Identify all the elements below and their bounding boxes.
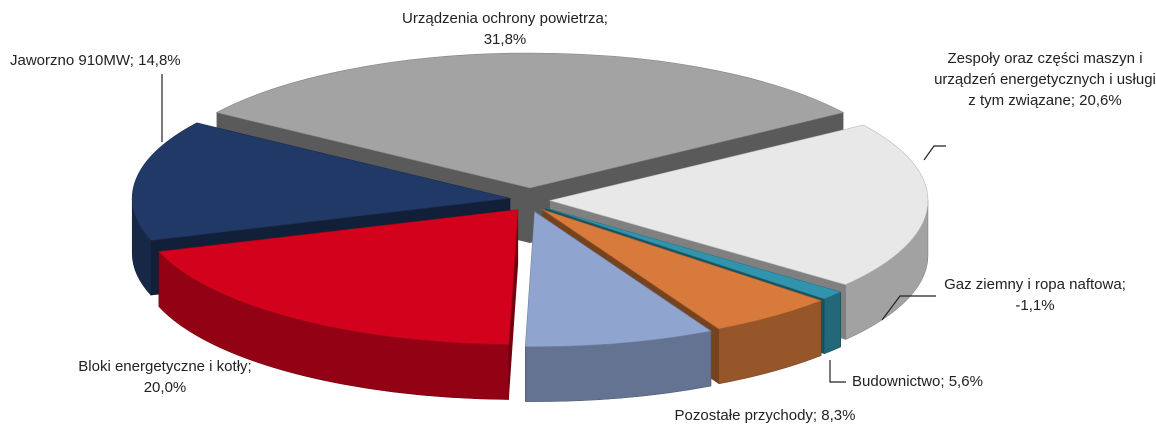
leader-line: [923, 145, 946, 161]
slice-side: [823, 291, 841, 355]
slice: [158, 209, 519, 345]
slice: [542, 209, 823, 330]
slice: [524, 211, 712, 347]
leader-lines: [161, 74, 946, 383]
data-label: Jaworzno 910MW; 14,8%: [10, 52, 181, 69]
leader-line: [829, 360, 846, 383]
slice: [545, 207, 842, 300]
leader-line: [881, 295, 936, 321]
data-label: Urządzenia ochrony powietrza; 31,8%: [402, 10, 608, 48]
data-label: Budownictwo; 5,6%: [852, 373, 983, 390]
slice: [548, 124, 929, 285]
data-label: Gaz ziemny i ropa naftowa; -1,1%: [944, 276, 1126, 314]
data-label: Pozostałe przychody; 8,3%: [674, 407, 856, 424]
data-label: Zespoły oraz części maszyn i urządzeń en…: [934, 50, 1156, 109]
slice: [215, 52, 845, 189]
data-label: Bloki energetyczne i kotły; 20,0%: [78, 358, 252, 396]
slice: [131, 122, 511, 241]
slices: [131, 52, 929, 402]
